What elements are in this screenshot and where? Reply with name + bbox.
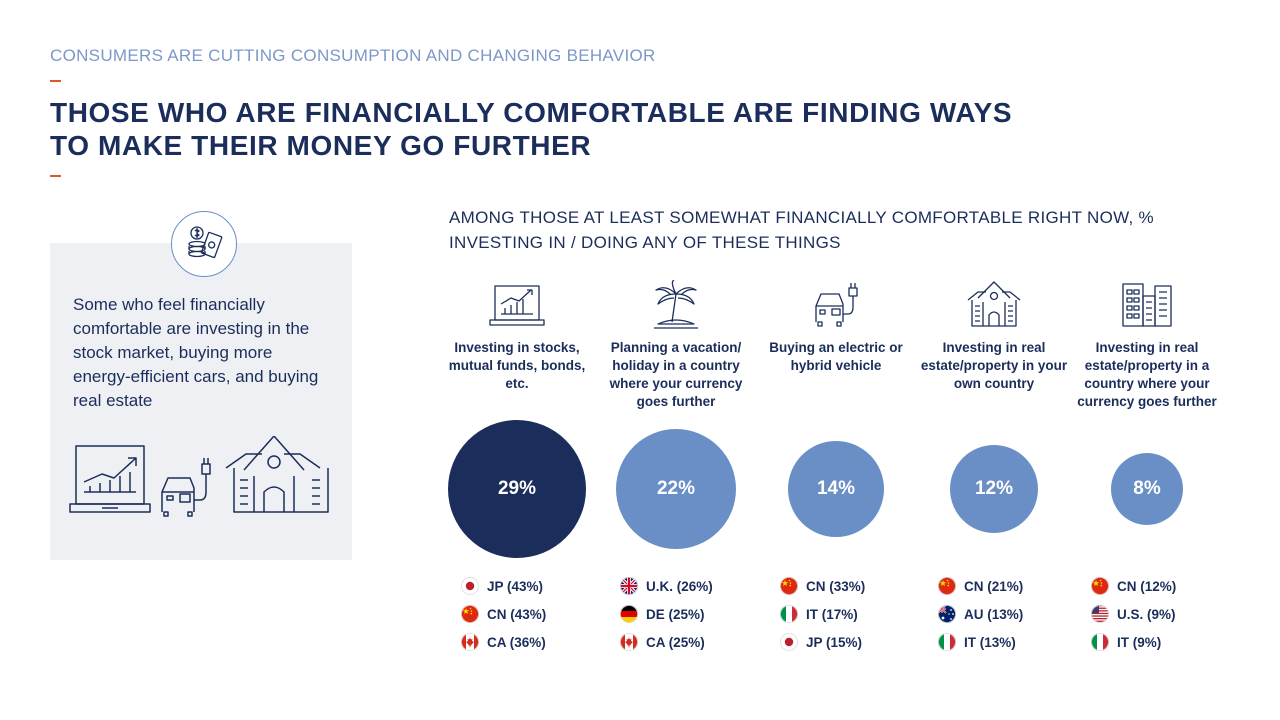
section-kicker: CONSUMERS ARE CUTTING CONSUMPTION AND CH… [50, 46, 656, 65]
value-bubble-4: 12% [949, 444, 1039, 534]
flag-au-icon [938, 605, 956, 623]
title-accent-dash [50, 175, 61, 177]
chart-subtitle: AMONG THOSE AT LEAST SOMEWHAT FINANCIALL… [449, 208, 1154, 252]
side-panel-text: Some who feel financially comfortable ar… [73, 295, 319, 410]
value-label-4: 12% [974, 477, 1013, 499]
money-coins-icon [171, 211, 237, 277]
laptop-chart-icon [69, 445, 151, 513]
top-countries-list-3: CN (33%) IT (17%) JP (15%) [780, 572, 865, 656]
country-row: CN (33%) [780, 572, 865, 600]
country-row: DE (25%) [620, 600, 713, 628]
top-countries-list-2: U.K. (26%) DE (25%) CA (25%) [620, 572, 713, 656]
page-title: THOSE WHO ARE FINANCIALLY COMFORTABLE AR… [50, 96, 1150, 162]
flag-ca-icon [461, 633, 479, 651]
country-row: JP (43%) [461, 572, 546, 600]
country-value-label: CA (25%) [646, 634, 705, 650]
country-value-label: CN (12%) [1117, 578, 1177, 594]
country-value-label: JP (43%) [487, 578, 544, 594]
top-countries-list-5: CN (12%) U.S. (9%) IT (9%) [1091, 572, 1176, 656]
page-title-line-1: THOSE WHO ARE FINANCIALLY COMFORTABLE AR… [50, 97, 1013, 128]
flag-it-icon [1091, 633, 1109, 651]
country-value-label: DE (25%) [646, 606, 705, 622]
country-row: JP (15%) [780, 628, 865, 656]
top-countries-list-1: JP (43%) CN (43%) CA (36%) [461, 572, 546, 656]
flag-jp-icon [780, 633, 798, 651]
value-label-3: 14% [816, 477, 855, 499]
flag-uk-icon [620, 577, 638, 595]
country-value-label: CA (36%) [487, 634, 546, 650]
country-row: CA (36%) [461, 628, 546, 656]
house-icon [225, 435, 329, 513]
flag-ca-icon [620, 633, 638, 651]
stock-chart-laptop-icon [487, 280, 547, 330]
flag-it-icon [938, 633, 956, 651]
category-label-5: Investing in real estate/property in a c… [1077, 340, 1217, 409]
country-value-label: AU (13%) [964, 606, 1024, 622]
country-value-label: CN (43%) [487, 606, 547, 622]
value-bubble-1: 29% [448, 420, 586, 558]
top-countries-list-4: CN (21%) AU (13%) IT (13%) [938, 572, 1023, 656]
flag-us-icon [1091, 605, 1109, 623]
page-title-line-2: TO MAKE THEIR MONEY GO FURTHER [50, 130, 592, 161]
electric-car-icon [161, 458, 211, 517]
country-row: CN (43%) [461, 600, 546, 628]
apartment-buildings-icon [1117, 280, 1177, 330]
category-label-4: Investing in real estate/property in you… [920, 340, 1068, 391]
country-value-label: CN (21%) [964, 578, 1024, 594]
flag-cn-icon [938, 577, 956, 595]
value-bubble-3: 14% [788, 441, 884, 537]
value-label-1: 29% [497, 478, 537, 499]
palm-tree-island-icon [646, 280, 706, 330]
country-row: IT (9%) [1091, 628, 1176, 656]
flag-cn-icon [1091, 577, 1109, 595]
country-value-label: U.S. (9%) [1117, 606, 1176, 622]
side-panel-illustration [68, 435, 334, 518]
country-row: IT (17%) [780, 600, 865, 628]
side-panel: Some who feel financially comfortable ar… [50, 243, 352, 560]
flag-cn-icon [780, 577, 798, 595]
value-bubble-5: 8% [1110, 452, 1184, 526]
value-label-5: 8% [1133, 477, 1161, 499]
country-value-label: JP (15%) [806, 634, 863, 650]
country-value-label: U.K. (26%) [646, 578, 713, 594]
flag-jp-icon [461, 577, 479, 595]
house-icon [964, 280, 1024, 330]
flag-it-icon [780, 605, 798, 623]
country-row: CN (12%) [1091, 572, 1176, 600]
value-label-2: 22% [656, 477, 695, 499]
value-bubble-2: 22% [615, 428, 737, 550]
country-row: U.K. (26%) [620, 572, 713, 600]
country-row: CN (21%) [938, 572, 1023, 600]
flag-cn-icon [461, 605, 479, 623]
country-value-label: IT (9%) [1117, 634, 1162, 650]
electric-car-plug-icon [806, 280, 866, 330]
country-row: IT (13%) [938, 628, 1023, 656]
country-row: AU (13%) [938, 600, 1023, 628]
category-label-3: Buying an electric or hybrid vehicle [769, 340, 903, 373]
category-label-2: Planning a vacation/ holiday in a countr… [609, 340, 743, 409]
country-row: CA (25%) [620, 628, 713, 656]
category-label-1: Investing in stocks, mutual funds, bonds… [448, 340, 586, 391]
country-value-label: CN (33%) [806, 578, 866, 594]
country-row: U.S. (9%) [1091, 600, 1176, 628]
country-value-label: IT (17%) [806, 606, 858, 622]
country-value-label: IT (13%) [964, 634, 1016, 650]
kicker-accent-dash [50, 80, 61, 82]
flag-de-icon [620, 605, 638, 623]
